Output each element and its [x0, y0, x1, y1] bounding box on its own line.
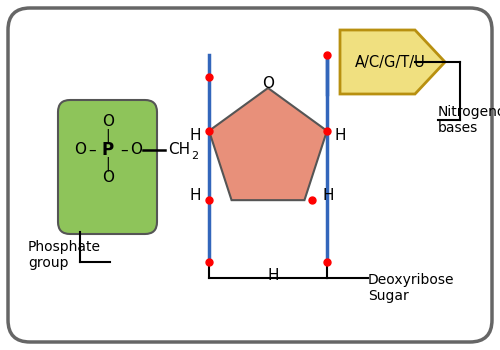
Text: O: O: [262, 77, 274, 91]
FancyBboxPatch shape: [58, 100, 157, 234]
Text: H: H: [322, 188, 334, 203]
Text: H: H: [267, 268, 279, 284]
Text: 2: 2: [191, 151, 198, 161]
Text: H: H: [190, 188, 201, 203]
Text: –: –: [88, 142, 96, 158]
Text: H: H: [335, 128, 346, 143]
Text: A/C/G/T/U: A/C/G/T/U: [354, 55, 426, 70]
Text: H: H: [190, 128, 201, 143]
Text: O: O: [130, 142, 142, 158]
Text: Phosphate
group: Phosphate group: [28, 240, 101, 270]
Text: |: |: [106, 129, 110, 143]
Text: Deoxyribose
Sugar: Deoxyribose Sugar: [368, 273, 454, 303]
Polygon shape: [340, 30, 445, 94]
Polygon shape: [209, 88, 327, 200]
Text: O: O: [74, 142, 86, 158]
Text: –: –: [120, 142, 128, 158]
Text: |: |: [106, 157, 110, 171]
Text: O: O: [102, 114, 114, 130]
Text: P: P: [102, 141, 114, 159]
Text: Nitrogenous
bases: Nitrogenous bases: [438, 105, 500, 135]
FancyBboxPatch shape: [8, 8, 492, 342]
Text: O: O: [102, 170, 114, 186]
Text: CH: CH: [168, 142, 190, 158]
